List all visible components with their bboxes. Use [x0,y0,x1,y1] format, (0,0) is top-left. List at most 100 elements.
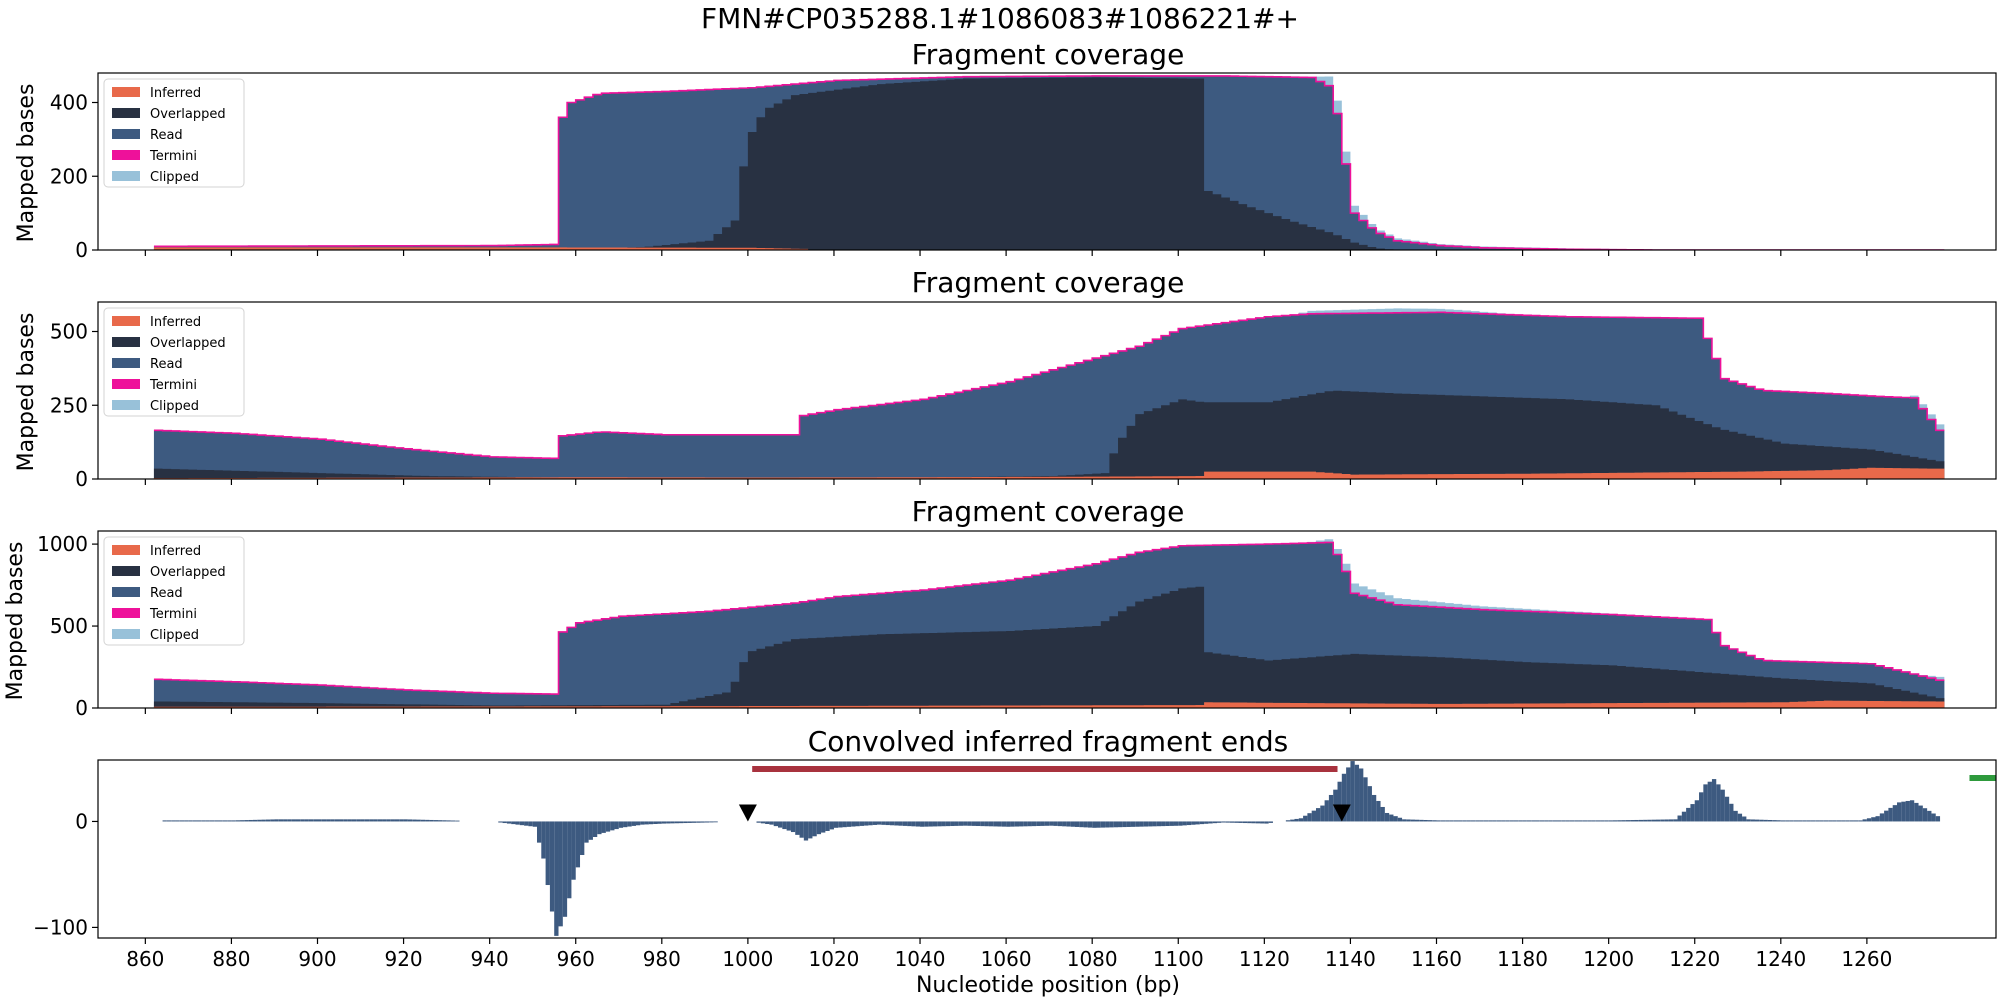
convolved-bar [1251,821,1256,824]
convolved-bar [1079,821,1084,828]
panel-1-legend: Inferred Overlapped Read Termini Clipped [103,78,245,188]
legend-label-termini: Termini [149,149,197,164]
convolved-bar [528,821,533,827]
convolved-bar [1221,821,1226,823]
convolved-bar [524,821,529,826]
panel-4-title: Convolved inferred fragment ends [808,725,1289,758]
convolved-bar [1561,820,1566,822]
convolved-bar [648,821,654,825]
convolved-bar [670,821,675,824]
panel-2-legend: Inferred Overlapped Read Termini Clipped [103,307,245,417]
convolved-bar [1483,820,1489,822]
convolved-bar [1186,821,1192,826]
convolved-bar [1677,815,1682,822]
panel-1-ylabel-group: Mapped bases [14,84,39,243]
convolved-bar [1810,820,1816,822]
convolved-bar [416,819,421,822]
panel-3-legend: Inferred Overlapped Read Termini Clipped [103,536,245,646]
convolved-bar [1505,820,1510,822]
series-overlapped-area [153,390,1945,479]
panel-2-ylabel: Mapped bases [14,313,39,472]
convolved-bar [313,819,318,822]
convolved-bar [864,821,869,826]
convolved-bar [1828,820,1833,822]
convolved-bar [1565,820,1570,822]
convolved-bar [425,819,430,822]
convolved-bar [674,821,680,824]
convolved-bar [1690,804,1695,822]
convolved-bar [1470,820,1476,822]
convolved-bar [188,820,193,822]
convolved-bar [1371,794,1377,822]
convolved-bar [1638,819,1644,822]
convolved-bar [252,819,258,822]
panel-1-ylabel: Mapped bases [14,84,39,243]
convolved-bar [339,819,344,822]
x-tick-label: 1260 [1841,947,1892,971]
convolved-bar [821,821,826,833]
convolved-bar [1143,821,1149,827]
convolved-bar [631,821,636,826]
convolved-bar [567,821,572,899]
convolved-bar [166,820,172,822]
legend-swatch-read [112,358,140,368]
convolved-bar [511,821,516,825]
convolved-bar [1853,820,1859,822]
x-tick-label: 1020 [809,947,860,971]
convolved-bar [360,819,365,822]
convolved-bar [1320,805,1325,822]
convolved-bar [1862,819,1867,822]
convolved-bar [270,819,275,822]
x-tick-label: 1200 [1583,947,1634,971]
convolved-bar [1729,803,1734,822]
y-tick-label: 1000 [37,532,88,556]
convolved-bar [773,821,779,827]
y-tick-label: 0 [75,467,88,491]
convolved-bar [356,819,361,822]
convolved-bar [1462,820,1467,822]
convolved-bar [1324,800,1329,822]
convolved-bar [321,819,327,822]
convolved-bar [1126,821,1131,827]
convolved-bar [283,819,288,822]
convolved-bar [627,821,632,827]
convolved-bar [1083,821,1088,828]
convolved-bar [657,821,662,824]
convolved-bar [855,821,860,827]
convolved-bar [1053,821,1058,826]
convolved-bar [1260,821,1265,824]
convolved-bar [829,821,834,830]
convolved-bar [1668,819,1674,822]
convolved-bar [1479,820,1484,822]
convolved-bar [1703,784,1708,822]
convolved-bar [1509,820,1514,822]
convolved-bar [1242,821,1248,824]
convolved-bar [1436,820,1441,822]
convolved-bar [1225,821,1230,823]
legend-swatch-read [112,129,140,139]
convolved-bar [1776,820,1781,822]
convolved-bar [778,821,783,828]
convolved-bar [683,821,688,824]
convolved-bar [403,819,408,822]
convolved-bar [554,821,559,936]
convolved-bar [911,821,916,827]
convolved-bar [261,819,266,822]
convolved-bar [257,819,262,822]
convolved-bar [915,821,921,827]
convolved-bar [1406,819,1411,822]
convolved-bar [1686,807,1691,822]
convolved-bar [825,821,830,831]
convolved-bar [975,821,981,827]
convolved-bar [1660,819,1665,822]
convolved-bar [984,821,989,827]
convolved-bar [1513,820,1519,822]
convolved-bar [162,820,167,822]
convolved-bar [1466,820,1471,822]
convolved-bar [558,821,563,927]
legend-swatch-read [112,587,140,597]
coverage-panel-2: Fragment coverage Mapped bases Inferred O… [14,266,1997,491]
convolved-bar [1195,821,1200,825]
x-tick-label: 1000 [722,947,773,971]
